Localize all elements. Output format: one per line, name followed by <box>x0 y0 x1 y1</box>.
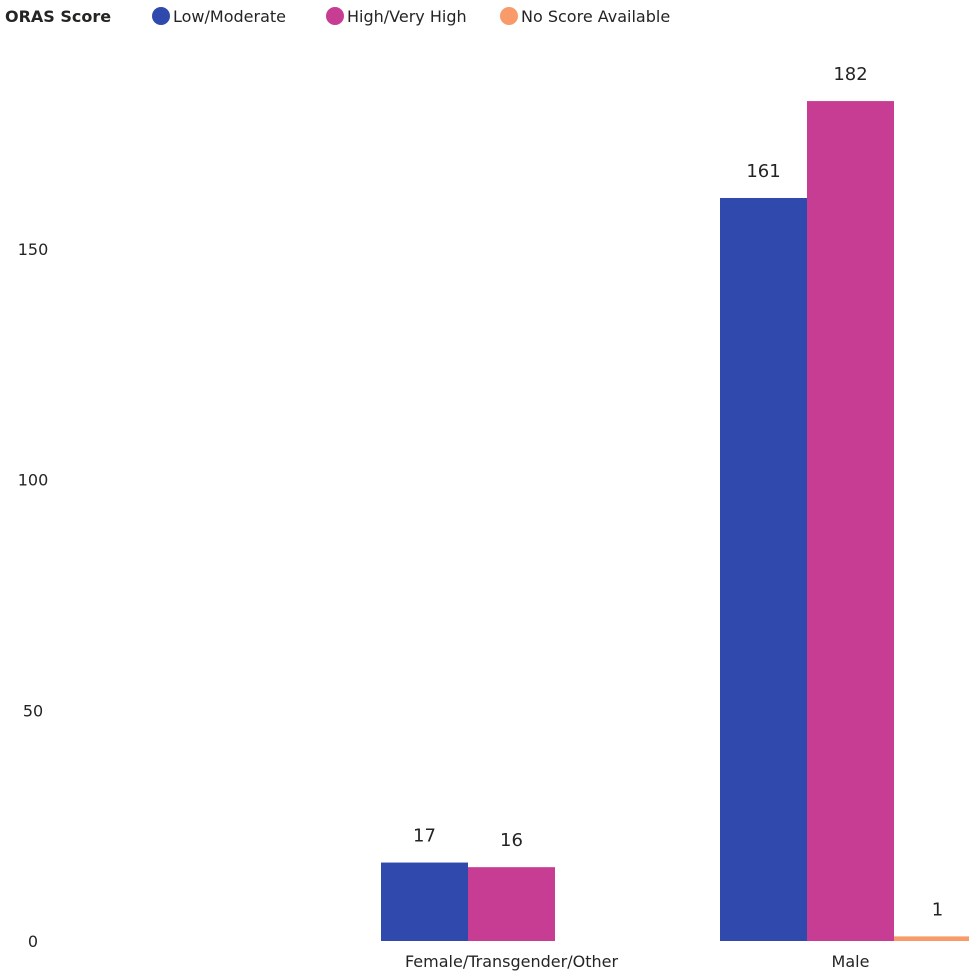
bar-low-moderate-female-transgender-other[interactable] <box>381 862 468 941</box>
category-label-male: Male <box>832 952 870 971</box>
bars <box>381 101 969 942</box>
data-label-no-score-available-male: 1 <box>932 899 943 920</box>
bar-high-very-high-female-transgender-other[interactable] <box>468 867 555 941</box>
category-label-female-transgender-other: Female/Transgender/Other <box>405 952 618 971</box>
data-label-low-moderate-male: 161 <box>746 161 780 182</box>
y-tick-label-150: 150 <box>18 240 49 259</box>
legend-title: ORAS Score <box>5 7 111 26</box>
y-tick-label-50: 50 <box>23 701 43 720</box>
bar-high-very-high-male[interactable] <box>807 101 894 941</box>
bar-no-score-available-male[interactable] <box>894 936 969 941</box>
bar-low-moderate-male[interactable] <box>720 197 807 942</box>
legend: ORAS Score Low/Moderate High/Very High No … <box>5 7 670 26</box>
y-tick-label-0: 0 <box>28 932 38 951</box>
data-labels: 17 16 161 182 1 <box>413 64 943 920</box>
data-label-high-very-high-male: 182 <box>833 64 867 85</box>
x-axis: Female/Transgender/Other Male <box>405 952 869 971</box>
legend-label-low-moderate: Low/Moderate <box>173 7 286 26</box>
legend-marker-high-very-high <box>326 7 344 25</box>
data-label-high-very-high-female-transgender-other: 16 <box>500 830 523 851</box>
legend-marker-no-score-available <box>500 7 518 25</box>
legend-label-high-very-high: High/Very High <box>347 7 467 26</box>
y-tick-label-100: 100 <box>18 471 49 490</box>
legend-marker-low-moderate <box>152 7 170 25</box>
data-label-low-moderate-female-transgender-other: 17 <box>413 826 436 847</box>
y-axis: 0 50 100 150 <box>18 240 49 951</box>
legend-label-no-score-available: No Score Available <box>521 7 670 26</box>
